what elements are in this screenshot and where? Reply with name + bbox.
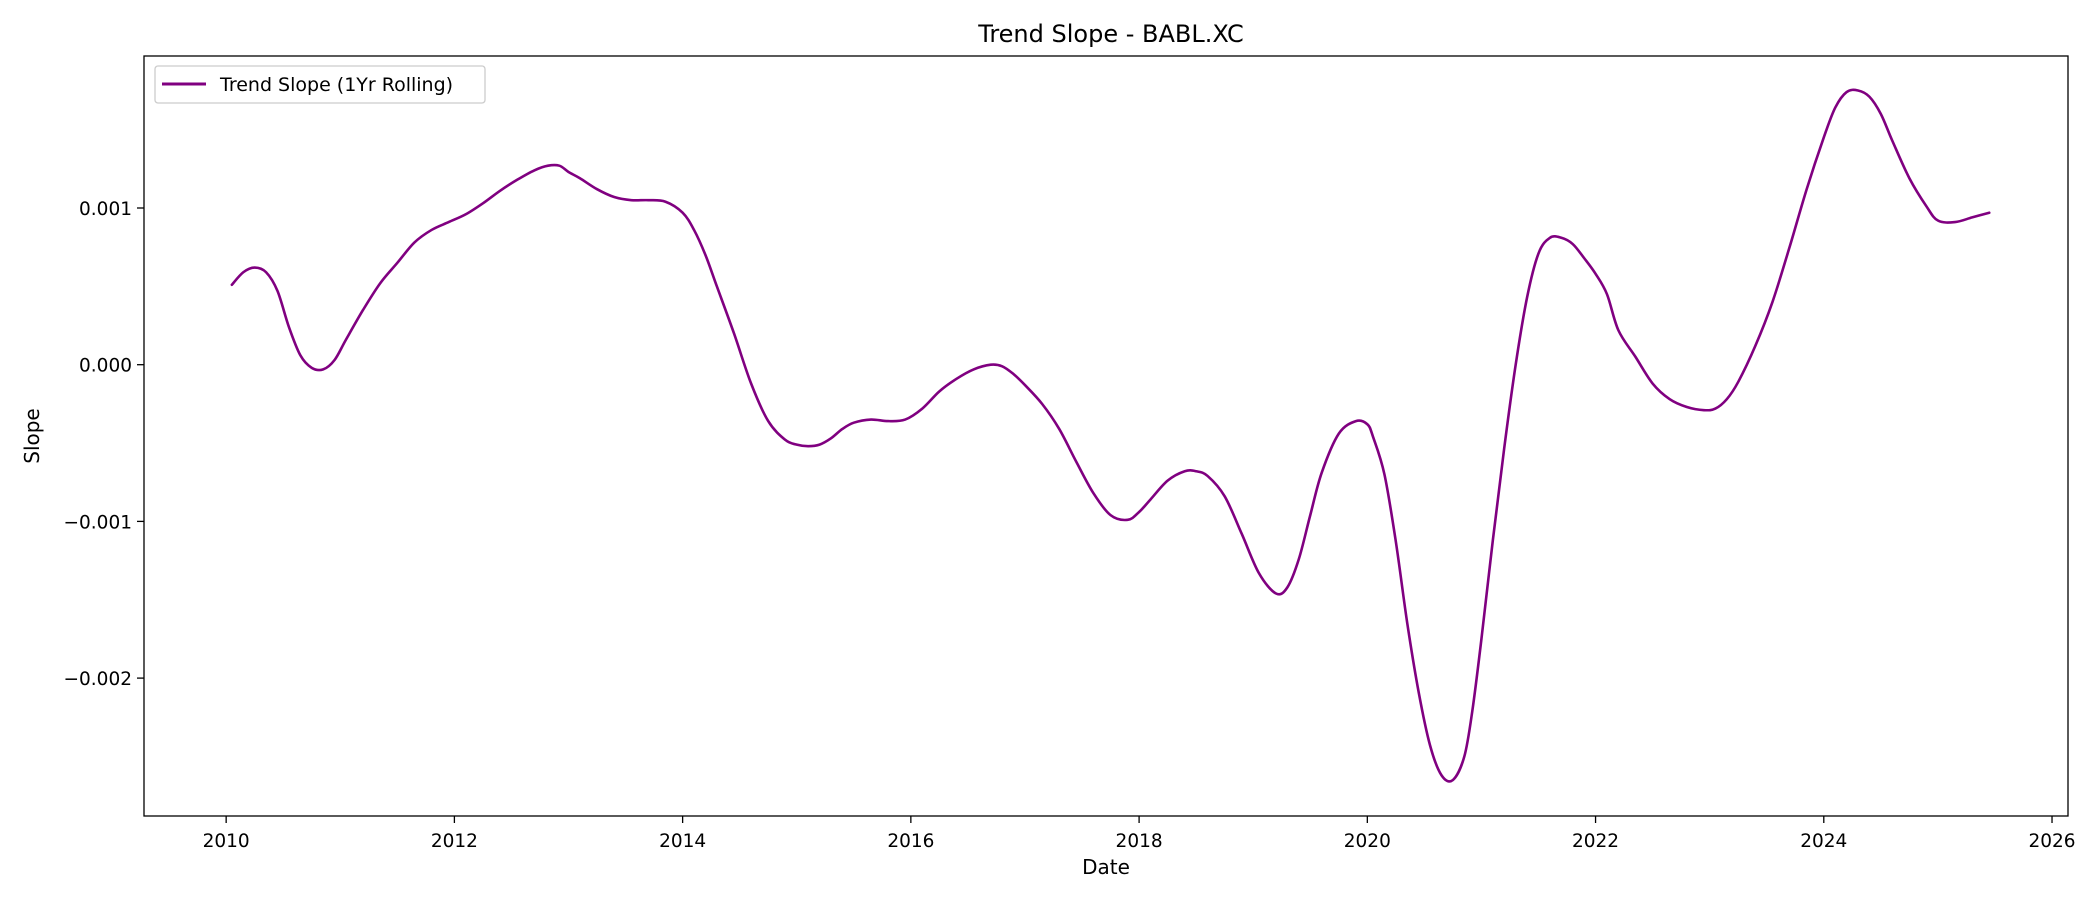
- x-tick-label: 2012: [431, 831, 478, 852]
- series-layer: [230, 88, 1991, 783]
- axis-ticks: 2010 2012 2014 2016 2018 2020 2022 2024 2026 0.00…: [64, 199, 2076, 852]
- y-tick-label: −0.002: [64, 669, 132, 690]
- y-axis-label: Slope: [20, 408, 44, 464]
- series-line-trend-slope: [230, 88, 1991, 783]
- y-tick-label: −0.001: [64, 512, 132, 533]
- plot-frame: [143, 55, 2069, 817]
- x-tick-label: 2022: [1572, 831, 1619, 852]
- x-tick-label: 2020: [1344, 831, 1391, 852]
- legend: Trend Slope (1Yr Rolling): [154, 65, 486, 104]
- x-axis-label: Date: [1082, 855, 1130, 879]
- x-tick-label: 2016: [887, 831, 934, 852]
- y-tick-label: 0.001: [79, 199, 132, 220]
- x-tick-label: 2026: [2028, 831, 2075, 852]
- x-tick-label: 2024: [1800, 831, 1847, 852]
- legend-box: [154, 65, 486, 104]
- x-tick-label: 2018: [1116, 831, 1163, 852]
- x-tick-label: 2010: [203, 831, 250, 852]
- plot-area: [144, 56, 2068, 816]
- y-tick-label: 0.000: [79, 356, 132, 377]
- legend-label: Trend Slope (1Yr Rolling): [219, 74, 453, 96]
- x-tick-label: 2014: [659, 831, 706, 852]
- chart-title: Trend Slope - BABL.XC: [977, 20, 1244, 48]
